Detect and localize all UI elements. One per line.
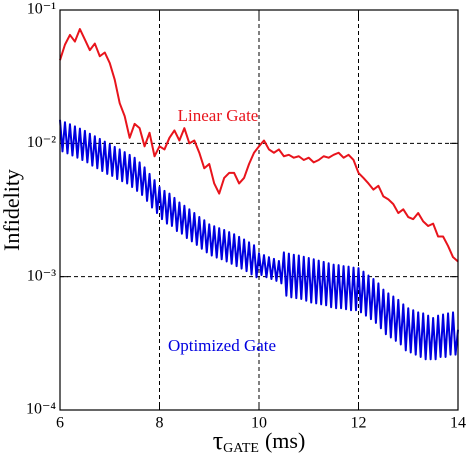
y-tick-label: 10⁻³ [27,267,56,284]
x-axis-unit: (ms) [265,428,305,453]
y-tick-label: 10⁻² [27,134,56,151]
y-axis-label: Infidelity [0,169,24,251]
y-tick-label: 10⁻¹ [27,1,56,18]
plot-frame [59,9,459,411]
x-tick-label: 8 [156,415,164,432]
x-axis-symbol: τ [213,426,223,455]
x-tick-label: 14 [450,415,466,432]
annotation: Optimized Gate [168,336,276,355]
x-axis-subscript: GATE [223,441,259,456]
x-tick-label: 12 [351,415,367,432]
x-axis-label: τGATE (ms) [213,426,306,456]
x-tick-label: 6 [56,415,64,432]
y-tick-label: 10⁻⁴ [26,401,56,418]
annotation: Linear Gate [178,106,259,125]
x-tick-label: 10 [251,415,267,432]
series-line [59,28,459,263]
series-line [59,119,459,361]
